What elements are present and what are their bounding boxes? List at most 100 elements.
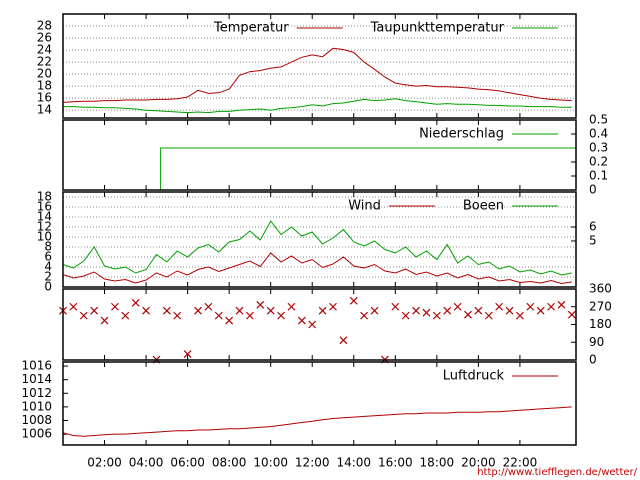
wind-direction-point <box>277 311 286 320</box>
legend-label: Temperatur <box>213 21 289 36</box>
wind-direction-point <box>69 302 78 311</box>
data-line <box>62 220 572 276</box>
source-url: http://www.tiefflegen.de/wetter/ <box>477 467 637 478</box>
legend-label: Taupunkttemperatur <box>370 21 505 36</box>
y-tick-label: 360 <box>589 282 612 296</box>
wind-direction-point <box>495 302 504 311</box>
y-tick-label: 14 <box>37 210 52 224</box>
wind-direction-point <box>308 320 317 329</box>
panel-frame <box>62 119 577 191</box>
wind-direction-point <box>194 306 202 315</box>
y-tick-label: 1010 <box>21 399 52 413</box>
y-tick-label: 14 <box>37 103 52 117</box>
y2-tick-label: 6 <box>589 219 597 233</box>
wind-direction-point <box>391 302 400 311</box>
x-tick-label: 14:00 <box>336 456 371 470</box>
y-tick-label: 0 <box>589 353 597 367</box>
x-tick-label: 16:00 <box>378 456 413 470</box>
wind-direction-point <box>214 311 223 320</box>
wind-direction-point <box>100 316 109 325</box>
y-tick-label: 0.1 <box>589 169 608 183</box>
x-tick-label: 06:00 <box>170 456 205 470</box>
y-tick-label: 12 <box>37 220 52 234</box>
y-tick-label: 1006 <box>21 427 52 441</box>
panel-frame <box>62 13 577 119</box>
y-tick-label: 22 <box>37 55 52 69</box>
x-tick-label: 10:00 <box>253 456 288 470</box>
y-tick-label: 28 <box>37 19 52 33</box>
wind-direction-point <box>235 306 244 315</box>
y-tick-label: 8 <box>44 240 52 254</box>
panel-frame <box>62 191 577 288</box>
wind-direction-point <box>90 306 99 315</box>
y-tick-label: 16 <box>37 200 52 214</box>
wind-direction-point <box>266 306 275 315</box>
wind-direction-point <box>370 306 379 315</box>
wind-direction-point <box>121 311 130 320</box>
data-line <box>62 406 572 437</box>
wind-direction-point <box>453 302 462 311</box>
wind-direction-point <box>526 302 535 311</box>
x-tick-label: 20:00 <box>461 456 496 470</box>
wind-direction-point <box>142 306 151 315</box>
x-tick-label: 04:00 <box>129 456 164 470</box>
wind-direction-point <box>464 310 472 319</box>
wind-direction-point <box>287 302 296 311</box>
wind-direction-point <box>412 306 421 315</box>
y-tick-label: 26 <box>37 31 52 45</box>
wind-direction-point <box>422 308 431 317</box>
wind-direction-point <box>110 302 119 311</box>
legend-label: Wind <box>348 199 381 214</box>
y-tick-label: 1012 <box>21 386 52 400</box>
x-tick-label: 12:00 <box>295 456 330 470</box>
y-tick-label: 16 <box>37 91 52 105</box>
y-tick-label: 1014 <box>21 372 52 386</box>
panel-frame <box>62 361 577 446</box>
y-tick-label: 20 <box>37 67 52 81</box>
wind-direction-point <box>474 306 483 315</box>
y-tick-label: 6 <box>44 250 52 264</box>
wind-direction-point <box>349 296 358 305</box>
x-tick-label: 22:00 <box>503 456 538 470</box>
wind-direction-point <box>567 310 576 319</box>
data-line <box>62 252 572 285</box>
y-tick-label: 18 <box>37 79 52 93</box>
wind-direction-point <box>204 302 213 311</box>
wind-direction-point <box>225 316 234 325</box>
wind-direction-point <box>173 311 182 320</box>
wind-direction-point <box>297 316 306 325</box>
wind-direction-point <box>536 306 545 315</box>
wind-direction-point <box>505 306 514 315</box>
y-tick-label: 10 <box>37 230 52 244</box>
wind-direction-point <box>360 311 369 320</box>
legend-label: Boeen <box>463 199 504 214</box>
x-tick-label: 18:00 <box>420 456 455 470</box>
y-tick-label: 90 <box>589 335 604 349</box>
x-tick-label: 08:00 <box>212 456 247 470</box>
y-tick-label: 0 <box>589 183 597 197</box>
y2-tick-label: 5 <box>589 233 597 247</box>
panel-frame <box>62 288 577 361</box>
y-tick-label: 2 <box>44 270 52 284</box>
y-tick-label: 0.4 <box>589 127 608 141</box>
legend-label: Niederschlag <box>419 127 504 142</box>
wind-direction-point <box>339 336 348 345</box>
wind-direction-point <box>401 311 410 320</box>
y-tick-label: 24 <box>37 43 52 57</box>
legend-label: Luftdruck <box>443 369 505 384</box>
y-tick-label: 1008 <box>21 413 52 427</box>
wind-direction-point <box>183 350 192 359</box>
data-line <box>63 98 572 114</box>
y-tick-label: 0.2 <box>589 155 608 169</box>
y-tick-label: 0.5 <box>589 113 608 127</box>
wind-direction-point <box>484 311 493 320</box>
data-line <box>62 47 572 103</box>
y-tick-label: 1016 <box>21 359 52 373</box>
y-tick-label: 180 <box>589 317 612 331</box>
wind-direction-point <box>432 311 441 320</box>
wind-direction-point <box>318 306 327 315</box>
wind-direction-point <box>162 306 171 315</box>
y-tick-label: 270 <box>589 299 612 313</box>
